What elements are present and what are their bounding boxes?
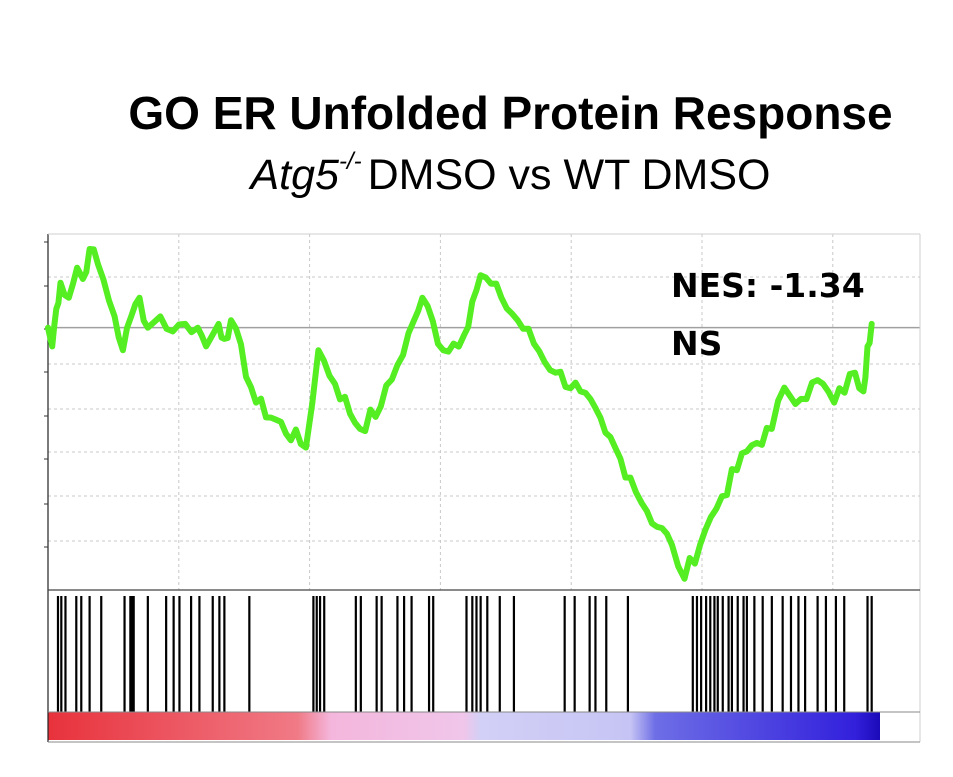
grid-layer — [48, 234, 920, 590]
subtitle-rest: DMSO vs WT DMSO — [367, 151, 771, 199]
subtitle-superscript: -/- — [338, 148, 362, 175]
enrichment-score-line — [45, 246, 875, 582]
chart-subtitle: Atg5-/- DMSO vs WT DMSO — [0, 148, 953, 200]
plot-frame — [44, 233, 921, 743]
chart-title-text: GO ER Unfolded Protein Response — [128, 87, 893, 139]
hit-marks — [56, 596, 873, 712]
chart-title: GO ER Unfolded Protein Response — [0, 86, 953, 140]
rank-gradient-bar — [48, 712, 880, 740]
nes-label: NES: -1.34 — [671, 266, 865, 305]
subtitle-gene: Atg5 — [250, 151, 339, 199]
significance-label: NS — [671, 324, 723, 363]
